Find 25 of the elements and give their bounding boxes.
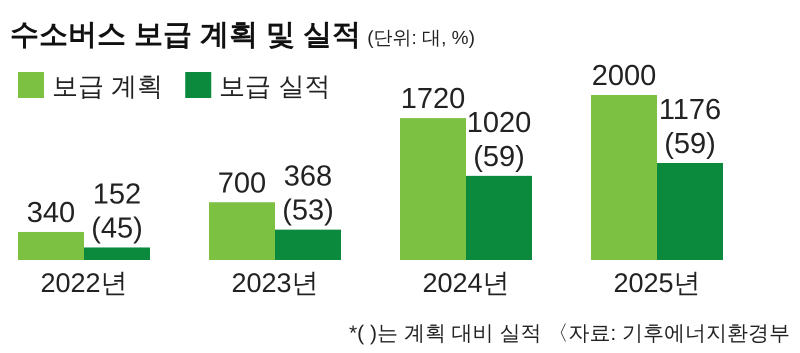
x-tick-label: 2024년 [422, 268, 510, 298]
bar [18, 232, 84, 260]
data-label: 2000 [592, 60, 656, 92]
bar [466, 176, 532, 260]
data-label: 1720 [400, 83, 466, 116]
x-tick-label: 2025년 [613, 268, 701, 298]
data-label: 368 (53) [282, 160, 334, 227]
data-label: 152 (45) [91, 178, 143, 244]
bar [275, 230, 341, 260]
data-label: 700 [218, 167, 266, 200]
bar [400, 118, 466, 260]
legend-label: 보급 계획 [52, 71, 164, 101]
data-label: 340 [26, 196, 76, 229]
chart-subtitle: (단위: 대, %) [367, 28, 475, 49]
chart-title: 수소버스 보급 계획 및 실적 [10, 19, 362, 51]
x-tick-label: 2023년 [231, 268, 319, 298]
bar [84, 247, 150, 260]
text: *( )는 계획 대비 실적 〈자료: 기후에너지환경부 [349, 322, 790, 345]
bar [657, 162, 723, 260]
data-label: 1176 (59) [658, 94, 722, 160]
data-label: 1020 (59) [466, 106, 532, 173]
x-tick-label: 2022년 [40, 268, 128, 298]
bar [591, 95, 657, 260]
legend-label: 보급 실적 [219, 71, 330, 101]
bar [209, 202, 275, 260]
